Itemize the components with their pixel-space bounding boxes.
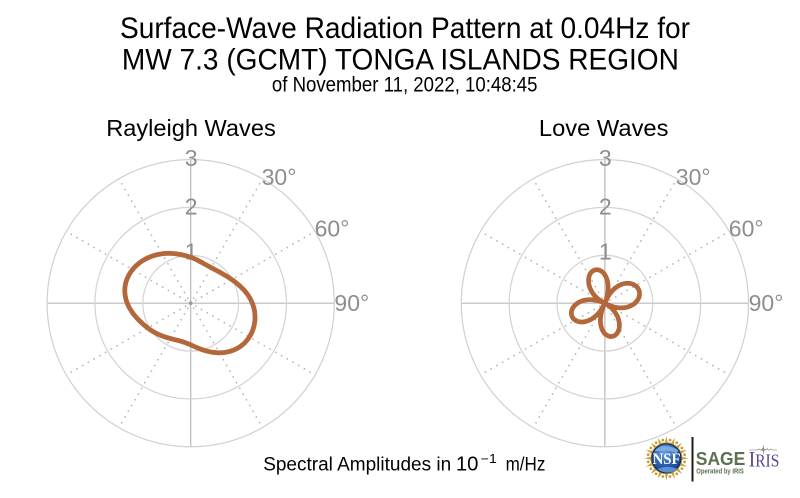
svg-text:60°: 60° [729, 216, 764, 242]
svg-text:Rayleigh Waves: Rayleigh Waves [106, 115, 276, 141]
svg-text:1: 1 [599, 239, 612, 265]
svg-text:3: 3 [599, 145, 612, 171]
svg-text:of November 11, 2022, 10:48:45: of November 11, 2022, 10:48:45 [272, 73, 538, 96]
svg-text:SAGE: SAGE [696, 449, 746, 469]
svg-text:30°: 30° [262, 164, 297, 190]
svg-text:60°: 60° [315, 216, 350, 242]
svg-text:Operated by IRIS: Operated by IRIS [696, 466, 744, 475]
svg-text:m/Hz: m/Hz [506, 455, 546, 476]
svg-text:IRIS: IRIS [749, 447, 780, 472]
svg-text:2: 2 [185, 194, 198, 220]
svg-text:NSF: NSF [653, 450, 681, 468]
svg-text:30°: 30° [676, 164, 711, 190]
svg-text:−1: −1 [481, 452, 497, 466]
svg-text:90°: 90° [749, 290, 784, 316]
svg-text:Spectral Amplitudes in: Spectral Amplitudes in [263, 453, 451, 475]
svg-text:3: 3 [185, 145, 198, 171]
svg-text:2: 2 [599, 194, 612, 220]
svg-text:Surface-Wave Radiation Pattern: Surface-Wave Radiation Pattern at 0.04Hz… [120, 12, 690, 45]
svg-text:Love Waves: Love Waves [539, 115, 669, 141]
svg-text:10: 10 [456, 453, 479, 476]
svg-text:MW 7.3 (GCMT) TONGA ISLANDS RE: MW 7.3 (GCMT) TONGA ISLANDS REGION [122, 44, 679, 77]
svg-text:90°: 90° [334, 290, 369, 316]
